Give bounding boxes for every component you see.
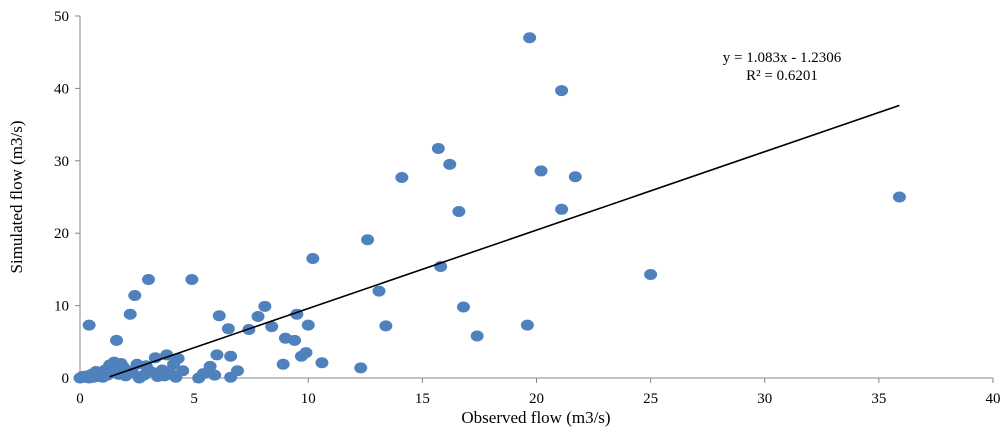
x-axis-title: Observed flow (m3/s) xyxy=(461,408,610,427)
data-point xyxy=(520,319,534,331)
data-point xyxy=(379,320,393,332)
data-point xyxy=(644,268,658,280)
data-point xyxy=(315,357,329,369)
data-point xyxy=(171,352,185,364)
trendline xyxy=(109,104,900,378)
data-point xyxy=(372,285,386,297)
data-point xyxy=(212,310,226,322)
x-tick-label: 25 xyxy=(643,391,658,407)
data-point xyxy=(470,330,484,342)
data-point xyxy=(301,319,315,331)
trendline-group xyxy=(109,104,900,378)
data-point xyxy=(395,171,409,183)
y-tick-label: 10 xyxy=(54,299,69,315)
data-point xyxy=(164,368,178,380)
x-tick-label: 5 xyxy=(190,391,198,407)
data-point xyxy=(110,334,124,346)
data-point xyxy=(288,334,302,346)
data-point xyxy=(534,165,548,177)
data-point xyxy=(128,289,142,301)
data-point xyxy=(523,32,537,44)
x-tick-label: 40 xyxy=(986,391,1001,407)
axes xyxy=(79,16,993,379)
data-point xyxy=(224,350,238,362)
data-point xyxy=(452,205,466,217)
x-tick-label: 20 xyxy=(529,391,544,407)
y-tick-label: 40 xyxy=(54,81,69,97)
data-point xyxy=(299,347,313,359)
data-point xyxy=(123,308,137,320)
y-tick-label: 50 xyxy=(54,9,69,25)
data-point xyxy=(555,85,569,97)
trendline-equation: y = 1.083x - 1.2306 xyxy=(723,50,842,66)
data-point xyxy=(354,362,368,374)
data-point xyxy=(276,358,290,370)
y-tick-label: 20 xyxy=(54,226,69,242)
data-point xyxy=(210,349,224,361)
data-point xyxy=(251,310,265,322)
data-point xyxy=(230,365,244,377)
data-point xyxy=(568,171,582,183)
data-point xyxy=(141,274,155,286)
data-point xyxy=(443,158,457,170)
data-point xyxy=(265,321,279,333)
data-point xyxy=(203,360,217,372)
data-point xyxy=(82,319,96,331)
data-point xyxy=(555,203,569,215)
data-point xyxy=(361,234,375,246)
tick-marks: 0 5 10 15 20 25 30 35 40 0 10 20 30 40 50 xyxy=(54,9,1001,407)
y-tick-label: 30 xyxy=(54,154,69,170)
data-point xyxy=(176,365,190,377)
trendline-r-squared: R² = 0.6201 xyxy=(746,68,818,84)
x-tick-label: 0 xyxy=(76,391,84,407)
x-tick-label: 10 xyxy=(301,391,316,407)
data-point xyxy=(185,274,199,286)
data-point xyxy=(306,253,320,265)
data-point xyxy=(456,301,470,313)
y-axis-title: Simulated flow (m3/s) xyxy=(7,121,26,274)
x-tick-label: 35 xyxy=(871,391,886,407)
data-point xyxy=(892,191,906,203)
data-point xyxy=(258,300,272,312)
data-points xyxy=(73,32,906,384)
data-point xyxy=(221,323,235,335)
data-point xyxy=(208,369,222,381)
data-point xyxy=(431,142,445,154)
x-tick-label: 15 xyxy=(415,391,430,407)
y-tick-label: 0 xyxy=(62,371,70,387)
x-tick-label: 30 xyxy=(757,391,772,407)
